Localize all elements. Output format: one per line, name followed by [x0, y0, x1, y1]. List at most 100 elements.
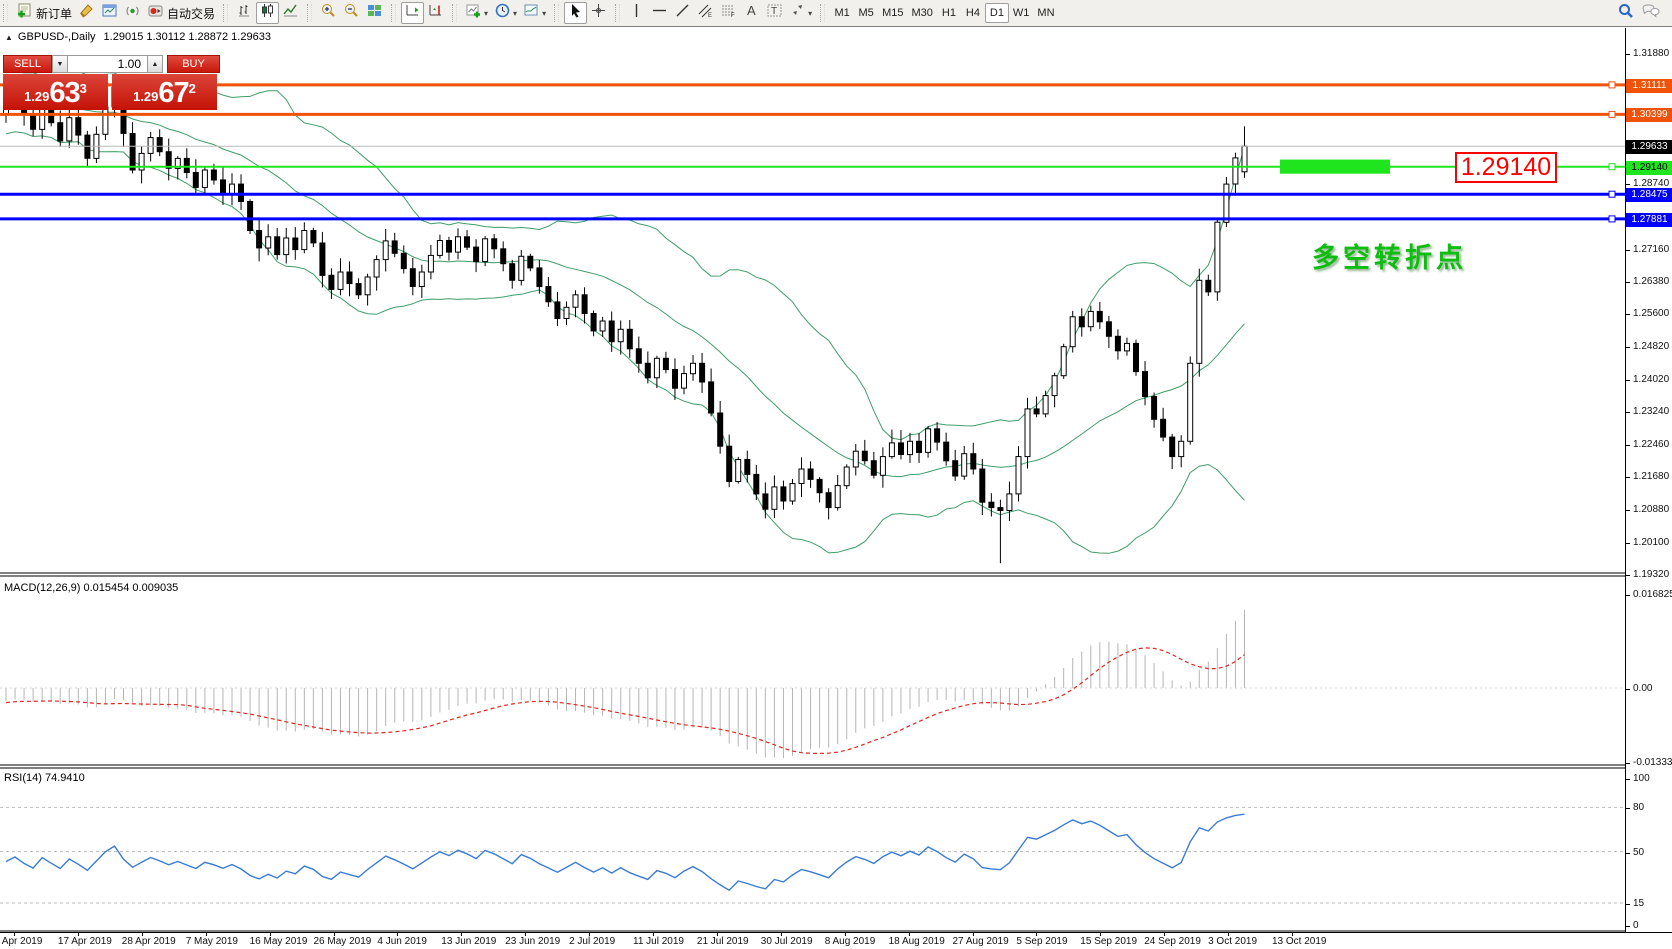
zoom-out-button[interactable]: [340, 2, 363, 24]
bear-candle: [590, 313, 597, 332]
periods-button[interactable]: ▾: [491, 2, 520, 24]
collapse-icon[interactable]: ▲: [5, 32, 13, 42]
hline-marker[interactable]: [1608, 81, 1616, 89]
date-tick: [333, 933, 335, 936]
date-label: 23 Jun 2019: [505, 936, 561, 947]
timeframe-m30[interactable]: M30: [911, 7, 933, 19]
price-tick: 1.20100: [1626, 536, 1672, 549]
timeframe-d1[interactable]: D1: [984, 3, 1009, 23]
sell-button[interactable]: SELL: [3, 55, 52, 73]
bear-candle: [672, 369, 678, 389]
new-order-button[interactable]: 新订单: [13, 2, 75, 24]
chat-button[interactable]: [1638, 2, 1664, 24]
toolbar-drag-handle[interactable]: [554, 4, 560, 22]
text-tool[interactable]: A: [740, 2, 763, 24]
timeframe-h4[interactable]: H4: [965, 7, 980, 19]
candle-chart-mode-button[interactable]: [256, 2, 280, 24]
templates-button[interactable]: ▾: [520, 2, 549, 24]
timeframe-w1[interactable]: W1: [1012, 7, 1030, 19]
timeframe-h1[interactable]: H1: [941, 7, 956, 19]
cursor-tool-button[interactable]: [564, 2, 588, 24]
annotation-text[interactable]: 多空转折点: [1312, 243, 1467, 273]
toolbar-drag-handle[interactable]: [307, 4, 313, 22]
data-window-button[interactable]: [98, 2, 121, 24]
price-axis[interactable]: 1.318801.303201.295401.287401.271601.263…: [1625, 28, 1672, 932]
crosshair-tool-button[interactable]: [587, 2, 610, 24]
date-tick: [1036, 933, 1038, 936]
bear-candle: [274, 236, 281, 256]
date-label: 3 Oct 2019: [1208, 936, 1258, 947]
bull-candle: [690, 362, 696, 375]
timeframe-m15[interactable]: M15: [882, 7, 904, 19]
indicators-plus-icon: [465, 2, 482, 24]
toolbar-drag-handle[interactable]: [820, 4, 826, 22]
buy-price[interactable]: 1.29 67 2: [112, 74, 217, 110]
indicators-button[interactable]: ▾: [462, 2, 491, 24]
date-axis[interactable]: 8 Apr 2019 17 Apr 2019 28 Apr 2019 7 May 20…: [0, 932, 1672, 949]
svg-text:A: A: [747, 3, 756, 18]
sell-price[interactable]: 1.29 63 3: [3, 74, 108, 110]
price-badge-1.29140: 1.29140: [1626, 160, 1672, 175]
bear-candle: [292, 237, 299, 251]
channel-tool[interactable]: E: [694, 2, 717, 24]
bear-candle: [870, 460, 877, 476]
line-chart-mode-button[interactable]: [279, 2, 302, 24]
timeframe-m5[interactable]: M5: [858, 7, 874, 19]
tile-windows-button[interactable]: [363, 2, 386, 24]
trendline-tool[interactable]: [671, 2, 694, 24]
volume-down-button[interactable]: ▼: [52, 55, 68, 73]
text-label-tool[interactable]: T: [763, 2, 786, 24]
price-tick: 1.25600: [1626, 308, 1672, 321]
date-tick: [14, 933, 15, 936]
arrows-tool[interactable]: ▾: [786, 2, 815, 24]
price-tick: 1.28740: [1626, 178, 1672, 191]
bear-candle: [346, 271, 353, 285]
price-level-label[interactable]: 1.29140: [1455, 152, 1557, 183]
bear-candle: [717, 412, 724, 447]
vertical-line-tool[interactable]: [625, 2, 648, 24]
candles: [3, 77, 1248, 564]
date-label: 24 Sep 2019: [1144, 936, 1201, 947]
bull-candle: [229, 183, 235, 195]
bull-candle: [1087, 310, 1094, 328]
volume-up-button[interactable]: ▲: [147, 55, 163, 73]
bull-candle: [1060, 346, 1067, 377]
tile-windows-icon: [366, 2, 383, 24]
volume-input[interactable]: [68, 55, 147, 73]
hline-marker[interactable]: [1608, 163, 1616, 171]
zoom-in-button[interactable]: [317, 2, 340, 24]
toolbar-drag-handle[interactable]: [391, 4, 397, 22]
bull-candle: [66, 117, 73, 142]
bull-candle: [201, 169, 208, 188]
toolbar-drag-handle[interactable]: [615, 4, 621, 22]
market-watch-button[interactable]: [75, 2, 98, 24]
auto-scroll-button[interactable]: [401, 2, 425, 24]
bear-candle: [220, 179, 226, 195]
date-tick: [77, 933, 79, 936]
bar-chart-mode-button[interactable]: [233, 2, 256, 24]
horizontal-line-tool[interactable]: [648, 2, 671, 24]
hline-marker[interactable]: [1608, 110, 1616, 118]
bollinger-middle: [5, 99, 1245, 478]
autotrade-icon: [147, 2, 164, 24]
timeframe-m1[interactable]: M1: [834, 7, 850, 19]
hline-marker[interactable]: [1608, 190, 1616, 198]
hline-marker[interactable]: [1608, 215, 1616, 223]
fibonacci-tool[interactable]: F: [717, 2, 740, 24]
chat-icon: [1641, 2, 1661, 25]
buy-button[interactable]: BUY: [167, 55, 220, 73]
chart-shift-button[interactable]: [424, 2, 447, 24]
search-button[interactable]: [1614, 2, 1638, 24]
autotrade-button[interactable]: 自动交易: [144, 2, 218, 24]
text-label-icon: T: [766, 2, 783, 24]
new-order-label: 新订单: [36, 6, 73, 21]
highlight-rectangle[interactable]: [1280, 159, 1390, 174]
strategy-tester-button[interactable]: [121, 2, 144, 24]
toolbar-drag-handle[interactable]: [3, 4, 8, 22]
toolbar-drag-handle[interactable]: [452, 4, 458, 22]
chart-canvas[interactable]: [0, 28, 1672, 932]
toolbar-drag-handle[interactable]: [223, 4, 229, 22]
timeframe-mn[interactable]: MN: [1037, 7, 1055, 19]
bull-candle: [925, 428, 932, 453]
bull-candle: [382, 240, 389, 261]
